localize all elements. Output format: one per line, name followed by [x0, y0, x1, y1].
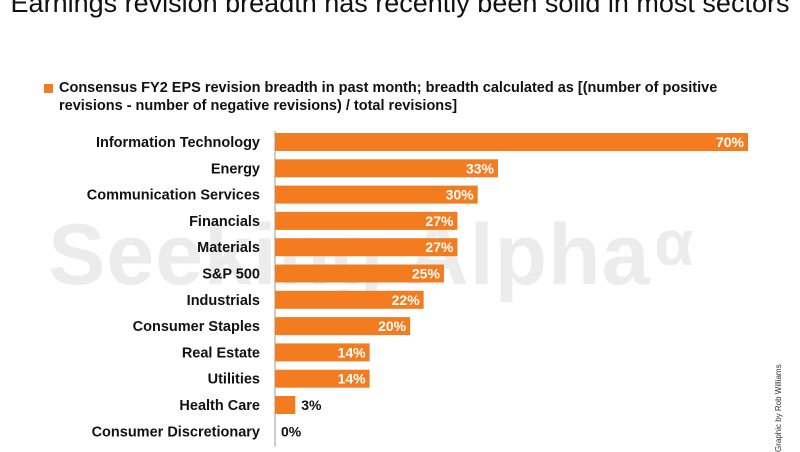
- value-label-information-technology: 70%: [716, 134, 745, 150]
- value-label-utilities: 14%: [338, 371, 367, 387]
- watermark-alpha-icon: α: [654, 207, 695, 279]
- category-label-financials: Financials: [189, 214, 260, 230]
- value-label-communication-services: 30%: [446, 187, 475, 203]
- bar-industrials: [275, 290, 424, 309]
- category-label-utilities: Utilities: [208, 372, 260, 388]
- value-label-consumer-staples: 20%: [378, 318, 407, 334]
- category-label-consumer-discretionary: Consumer Discretionary: [92, 424, 260, 440]
- bar-consumer-staples: [275, 317, 411, 336]
- legend-text: Consensus FY2 EPS revision breadth in pa…: [59, 80, 718, 114]
- legend-swatch: [44, 84, 53, 93]
- bar-utilities: [275, 369, 370, 388]
- value-label-consumer-discretionary: 0%: [281, 423, 302, 439]
- category-label-communication-services: Communication Services: [87, 188, 260, 204]
- bar-materials: [275, 238, 458, 257]
- category-label-materials: Materials: [197, 240, 260, 256]
- chart-title: Earnings revision breadth has recently b…: [10, 0, 790, 18]
- bar-sandp-500: [275, 264, 444, 283]
- category-label-health-care: Health Care: [179, 398, 260, 414]
- bar-real-estate: [275, 343, 370, 362]
- category-label-information-technology: Information Technology: [96, 135, 260, 151]
- category-label-sandp-500: S&P 500: [202, 267, 260, 283]
- category-label-industrials: Industrials: [187, 293, 260, 309]
- value-label-sandp-500: 25%: [412, 266, 441, 282]
- value-label-real-estate: 14%: [338, 344, 367, 360]
- bars-group: Information Technology 70% Energy 33% Commun…: [87, 133, 748, 440]
- value-label-financials: 27%: [425, 213, 454, 229]
- bar-health-care: [275, 396, 296, 414]
- bar-communication-services: [275, 185, 478, 204]
- category-label-consumer-staples: Consumer Staples: [133, 319, 260, 335]
- category-label-energy: Energy: [211, 161, 260, 177]
- bar-information-technology: [275, 133, 748, 151]
- value-label-industrials: 22%: [392, 292, 421, 308]
- value-label-materials: 27%: [425, 239, 454, 255]
- category-label-real-estate: Real Estate: [182, 345, 260, 361]
- bar-energy: [275, 159, 498, 178]
- legend: Consensus FY2 EPS revision breadth in pa…: [44, 79, 764, 115]
- value-label-health-care: 3%: [301, 397, 322, 413]
- value-label-energy: 33%: [466, 160, 495, 176]
- bar-financials: [275, 211, 458, 230]
